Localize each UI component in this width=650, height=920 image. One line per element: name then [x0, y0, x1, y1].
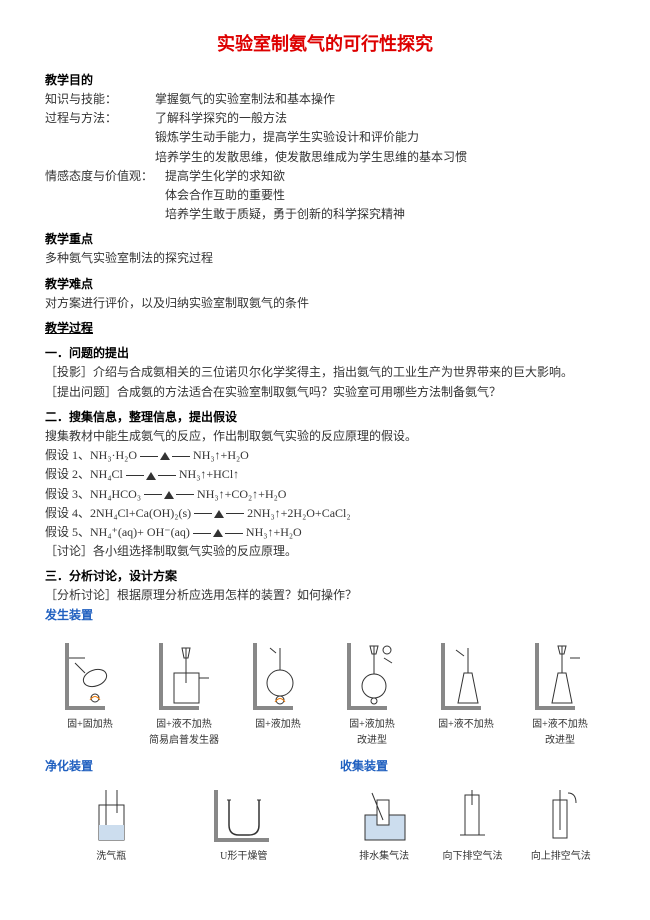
gen-label-1: 固+固加热: [45, 717, 135, 733]
obj-text-3c: 培养学生敢于质疑，勇于创新的科学探究精神: [165, 205, 405, 224]
section-difficulty-text: 对方案进行评价，以及归纳实验室制取氨气的条件: [45, 294, 605, 313]
gen-item-3: 固+液加热: [233, 633, 323, 749]
apparatus-icon: [233, 633, 323, 713]
section-objectives-head: 教学目的: [45, 71, 605, 90]
gen-item-4: 固+液加热 改进型: [327, 633, 417, 749]
part1-head: 一．问题的提出: [45, 344, 605, 363]
gen-label-3: 固+液加热: [233, 717, 323, 733]
col-label-2: 向下排空气法: [428, 849, 516, 865]
section-focus-text: 多种氨气实验室制法的探究过程: [45, 249, 605, 268]
arrow-icon: [194, 513, 212, 514]
gen-item-5: 固+液不加热: [421, 633, 511, 749]
apparatus-icon: [340, 780, 428, 845]
obj-text-2b: 锻炼学生动手能力，提高学生实验设计和评价能力: [155, 128, 467, 147]
section-difficulty-head: 教学难点: [45, 275, 605, 294]
obj-label-1: 知识与技能：: [45, 90, 155, 109]
col-label-3: 向上排空气法: [517, 849, 605, 865]
hypothesis-4: 假设 4、2NH₄Cl+Ca(OH)₂(s) 2NH₃↑+2H₂O+CaCl₂: [45, 504, 605, 523]
obj-label-3: 情感态度与价值观：: [45, 167, 165, 225]
obj-text-2a: 了解科学探究的一般方法: [155, 109, 467, 128]
obj-text-2c: 培养学生的发散思维，使发散思维成为学生思维的基本习惯: [155, 148, 467, 167]
arrow-icon: [158, 475, 176, 476]
gen-label-4: 固+液加热 改进型: [327, 717, 417, 749]
part2-line2: ［讨论］各小组选择制取氨气实验的反应原理。: [45, 542, 605, 561]
part3-line1: ［分析讨论］根据原理分析应选用怎样的装置？如何操作？: [45, 586, 605, 605]
hyp3-left: 假设 3、NH₄HCO₃: [45, 487, 141, 501]
triangle-icon: [160, 452, 170, 460]
arrow-icon: [176, 494, 194, 495]
gen-label-2: 固+液不加热 简易启普发生器: [139, 717, 229, 749]
section-process-head: 教学过程: [45, 319, 605, 338]
arrow-icon: [126, 475, 144, 476]
hypothesis-5: 假设 5、NH₄⁺(aq)+ OH⁻(aq) NH₃↑+H₂O: [45, 523, 605, 542]
hyp4-right: 2NH₃↑+2H₂O+CaCl₂: [247, 506, 350, 520]
obj-row-3: 情感态度与价值观： 提高学生化学的求知欲 体会合作互助的重要性 培养学生敢于质疑…: [45, 167, 605, 225]
obj-row-2: 过程与方法： 了解科学探究的一般方法 锻炼学生动手能力，提高学生实验设计和评价能…: [45, 109, 605, 167]
section-focus-head: 教学重点: [45, 230, 605, 249]
hyp1-right: NH₃↑+H₂O: [193, 448, 249, 462]
apparatus-icon: [178, 780, 311, 845]
part1-line1: ［投影］介绍与合成氨相关的三位诺贝尔化学奖得主，指出氨气的工业生产为世界带来的巨…: [45, 363, 605, 382]
apparatus-icon: [428, 780, 516, 845]
hyp2-right: NH₃↑+HCl↑: [179, 467, 239, 481]
obj-text-3b: 体会合作互助的重要性: [165, 186, 405, 205]
apparatus-icon: [517, 780, 605, 845]
apparatus-icon: [139, 633, 229, 713]
col-label-1: 排水集气法: [340, 849, 428, 865]
hyp1-left: 假设 1、NH₃·H₂O: [45, 448, 137, 462]
hyp5-left: 假设 5、NH₄⁺(aq)+ OH⁻(aq): [45, 525, 190, 539]
part1-line2: ［提出问题］合成氨的方法适合在实验室制取氨气吗？实验室可用哪些方法制备氨气？: [45, 383, 605, 402]
pur-label-1: 洗气瓶: [45, 849, 178, 865]
gen-item-6: 固+液不加热 改进型: [515, 633, 605, 749]
col-item-2: 向下排空气法: [428, 780, 516, 865]
apparatus-icon: [515, 633, 605, 713]
arrow-icon: [140, 456, 158, 457]
gen-label-6: 固+液不加热 改进型: [515, 717, 605, 749]
gen-item-2: 固+液不加热 简易启普发生器: [139, 633, 229, 749]
col-item-1: 排水集气法: [340, 780, 428, 865]
arrow-icon: [226, 513, 244, 514]
apparatus-icon: [327, 633, 417, 713]
generator-diagrams: 固+固加热 固+液不加热 简易启普发生器 固+液加热 固+液加热 改进型 固+液…: [45, 633, 605, 749]
triangle-icon: [213, 529, 223, 537]
triangle-icon: [146, 472, 156, 480]
arrow-icon: [225, 533, 243, 534]
hyp2-left: 假设 2、NH₄Cl: [45, 467, 123, 481]
hyp4-left: 假设 4、2NH₄Cl+Ca(OH)₂(s): [45, 506, 191, 520]
gen-item-1: 固+固加热: [45, 633, 135, 749]
purify-head: 净化装置: [45, 757, 310, 776]
pur-label-2: U形干燥管: [178, 849, 311, 865]
col-item-3: 向上排空气法: [517, 780, 605, 865]
obj-row-1: 知识与技能： 掌握氨气的实验室制法和基本操作: [45, 90, 605, 109]
gen-label-5: 固+液不加热: [421, 717, 511, 733]
apparatus-icon: [45, 780, 178, 845]
obj-text-3a: 提高学生化学的求知欲: [165, 167, 405, 186]
hypothesis-3: 假设 3、NH₄HCO₃ NH₃↑+CO₂↑+H₂O: [45, 485, 605, 504]
generator-head: 发生装置: [45, 606, 605, 625]
collect-head: 收集装置: [340, 757, 605, 776]
hyp3-right: NH₃↑+CO₂↑+H₂O: [197, 487, 286, 501]
hypothesis-2: 假设 2、NH₄Cl NH₃↑+HCl↑: [45, 465, 605, 484]
arrow-icon: [144, 494, 162, 495]
arrow-icon: [193, 533, 211, 534]
hypothesis-1: 假设 1、NH₃·H₂O NH₃↑+H₂O: [45, 446, 605, 465]
part2-head: 二．搜集信息，整理信息，提出假设: [45, 408, 605, 427]
triangle-icon: [214, 510, 224, 518]
part3-head: 三．分析讨论，设计方案: [45, 567, 605, 586]
pur-item-1: 洗气瓶: [45, 780, 178, 865]
apparatus-icon: [421, 633, 511, 713]
apparatus-icon: [45, 633, 135, 713]
triangle-icon: [164, 491, 174, 499]
page-title: 实验室制氨气的可行性探究: [45, 30, 605, 59]
bottom-diagrams: 净化装置 洗气瓶 U形干燥管 收集装置 排水集气法: [45, 757, 605, 865]
part2-line1: 搜集教材中能生成氨气的反应，作出制取氨气实验的反应原理的假设。: [45, 427, 605, 446]
hyp5-right: NH₃↑+H₂O: [246, 525, 302, 539]
arrow-icon: [172, 456, 190, 457]
pur-item-2: U形干燥管: [178, 780, 311, 865]
obj-label-2: 过程与方法：: [45, 109, 155, 167]
obj-text-1: 掌握氨气的实验室制法和基本操作: [155, 90, 335, 109]
